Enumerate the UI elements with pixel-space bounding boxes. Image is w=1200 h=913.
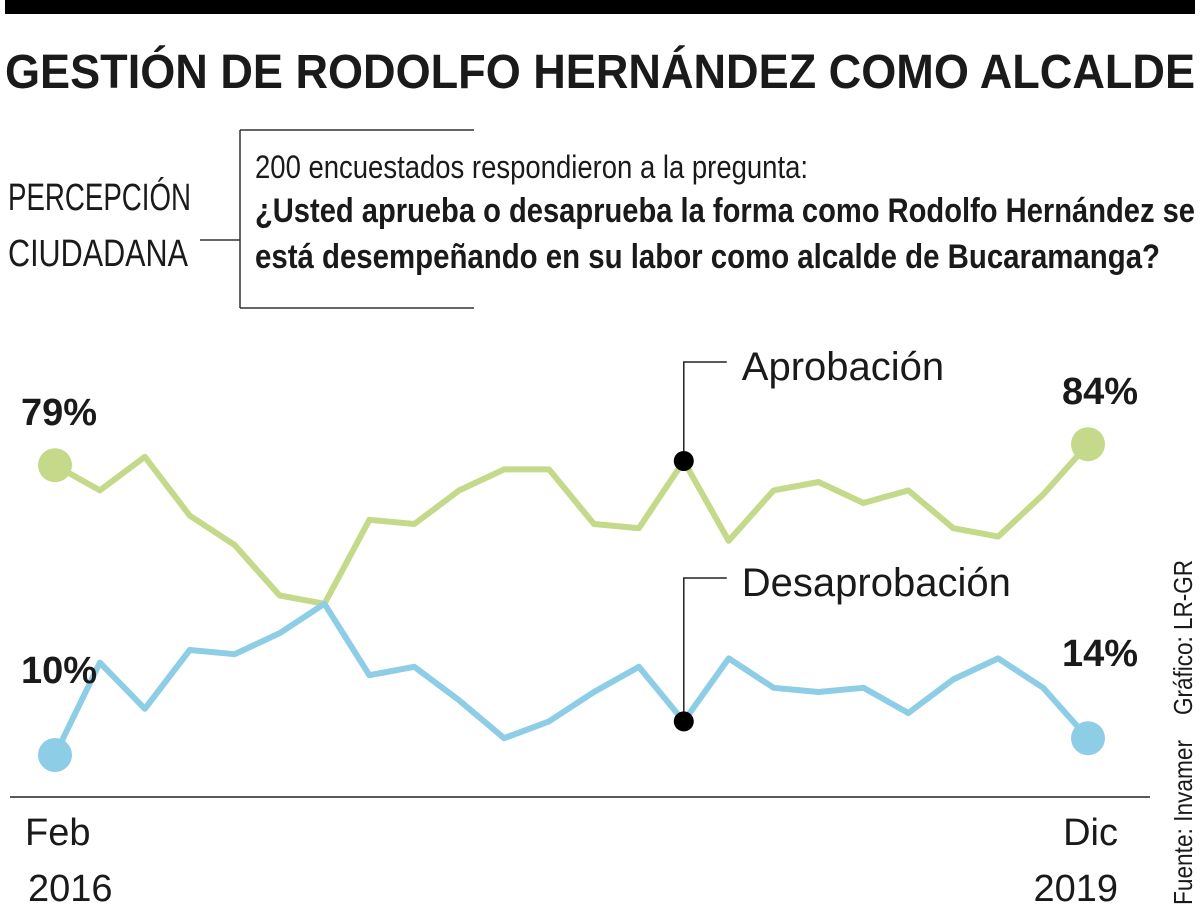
- endpoint-marker: [1071, 427, 1105, 462]
- series-label: Desaprobación: [742, 561, 1011, 605]
- endpoint-marker: [38, 448, 72, 483]
- section-label: PERCEPCIÓN: [8, 176, 191, 219]
- series-label: Aprobación: [742, 345, 944, 389]
- line: [53, 442, 1091, 607]
- question-box: [200, 129, 474, 309]
- data-label: 79%: [21, 392, 97, 434]
- endpoint-marker: [38, 738, 72, 772]
- section-label: CIUDADANA: [8, 233, 189, 275]
- data-label: 84%: [1062, 371, 1138, 413]
- x-tick-label: Feb 2016: [25, 812, 113, 910]
- annotation-leader: [683, 361, 727, 461]
- x-tick-label: Dic 2019: [1033, 812, 1118, 910]
- line: [52, 600, 1091, 757]
- question: ¿Usted aprueba o desaprueba la forma com…: [255, 192, 1195, 230]
- endpoint-marker: [1071, 721, 1105, 756]
- question: está desempeñando en su labor como alcal…: [255, 238, 1160, 276]
- source: Fuente: Invamer: [1168, 740, 1198, 905]
- top-bar: [5, 0, 1195, 14]
- annotation-marker: [673, 451, 694, 471]
- data-label: 14%: [1062, 633, 1138, 675]
- annotation-leader: [683, 577, 727, 722]
- annotation-marker: [673, 711, 694, 732]
- question-intro: 200 encuestados respondieron a la pregun…: [255, 149, 808, 185]
- data-label: 10%: [21, 650, 97, 692]
- chart-title: GESTIÓN DE RODOLFO HERNÁNDEZ COMO ALCALD…: [5, 44, 1195, 99]
- credit: Gráfico: LR-GR: [1168, 560, 1198, 715]
